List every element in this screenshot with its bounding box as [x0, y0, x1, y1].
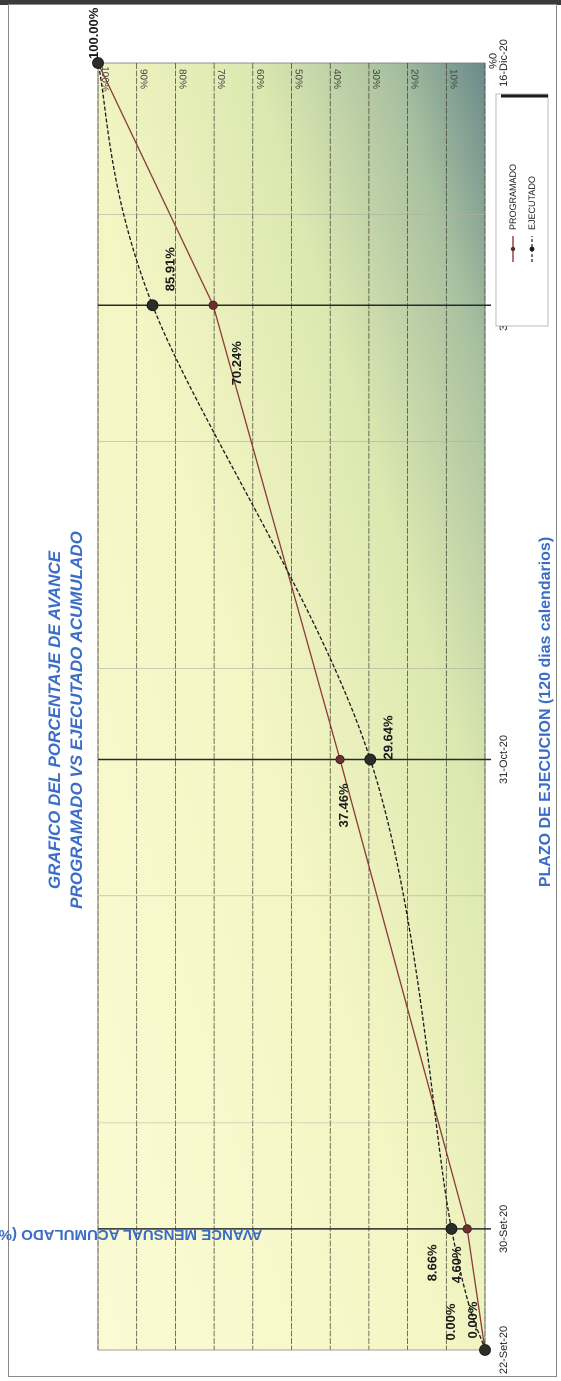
inner-percent-ticks: 10% 20% 30% 40% 50% 60% 70% 80% 90% 100%: [99, 66, 458, 92]
y-axis-ticks: 0%: [486, 53, 498, 69]
legend-box: [495, 93, 549, 327]
x-axis-label: PLAZO DE EJECUCION (120 dias calendarios…: [537, 537, 554, 887]
x-tick-label: 31-Oct-20: [498, 735, 510, 784]
legend-ejecutado-marker: [529, 246, 535, 252]
point-programado: [335, 754, 345, 765]
point-programado: [208, 300, 218, 310]
percent-tick-label: 20%: [409, 69, 420, 89]
point-ejecutado: [479, 1344, 491, 1356]
data-points: [92, 57, 491, 1356]
series-line-ejecutado: [97, 62, 486, 1351]
data-label: 85.91%: [163, 247, 178, 292]
data-label: 100.00%: [86, 7, 101, 59]
chart-title-line2: PROGRAMADO VS EJECUTADO ACUMULADO: [67, 531, 86, 909]
percent-tick-label: 100%: [99, 66, 110, 92]
point-ejecutado: [92, 57, 104, 69]
percent-tick-label: 10%: [447, 69, 458, 89]
x-tick-label: 16-Dic-20: [498, 39, 510, 87]
chart-title-line1: GRAFICO DEL PORCENTAJE DE AVANCE: [45, 550, 64, 889]
legend-programado-label: PROGRAMADO: [508, 164, 518, 230]
percent-tick-label: 80%: [176, 69, 187, 89]
percent-tick-label: 90%: [138, 69, 149, 89]
legend: PROGRAMADO EJECUTADO: [495, 93, 549, 327]
top-border-bar: [0, 0, 561, 5]
legend-programado-marker: [510, 246, 516, 252]
data-label: 0.00%: [443, 1303, 458, 1340]
legend-ejecutado-label: EJECUTADO: [527, 176, 537, 230]
percent-tick-label: 40%: [331, 69, 342, 89]
data-label: 29.64%: [380, 715, 395, 760]
x-tick-label: 22-Set-20: [498, 1326, 510, 1374]
data-labels: 100.00% 85.91% 70.24% 29.64% 37.46% 8.66% 4.60…: [86, 7, 480, 1340]
percent-tick-label: 30%: [370, 69, 381, 89]
percent-tick-label: 50%: [293, 69, 304, 89]
y-tick-label: 0%: [486, 53, 498, 69]
point-ejecutado: [445, 1222, 458, 1235]
point-ejecutado: [146, 299, 159, 312]
data-label: 8.66%: [424, 1244, 439, 1281]
percent-tick-label: 60%: [254, 69, 265, 89]
chart-frame: [8, 4, 557, 1377]
x-tick-label: 30-Set-20: [498, 1205, 510, 1253]
point-ejecutado: [364, 753, 377, 766]
y-axis-label: AVANCE MENSUAL ACUMULADO (%): [0, 1226, 262, 1243]
data-label: 70.24%: [229, 341, 244, 386]
data-label: 37.46%: [336, 783, 351, 828]
data-label: 4.60%: [449, 1246, 464, 1283]
percent-tick-label: 70%: [215, 69, 226, 89]
point-programado: [462, 1224, 472, 1234]
grid-lines: [97, 63, 491, 1351]
data-label: 0.00%: [465, 1301, 480, 1338]
